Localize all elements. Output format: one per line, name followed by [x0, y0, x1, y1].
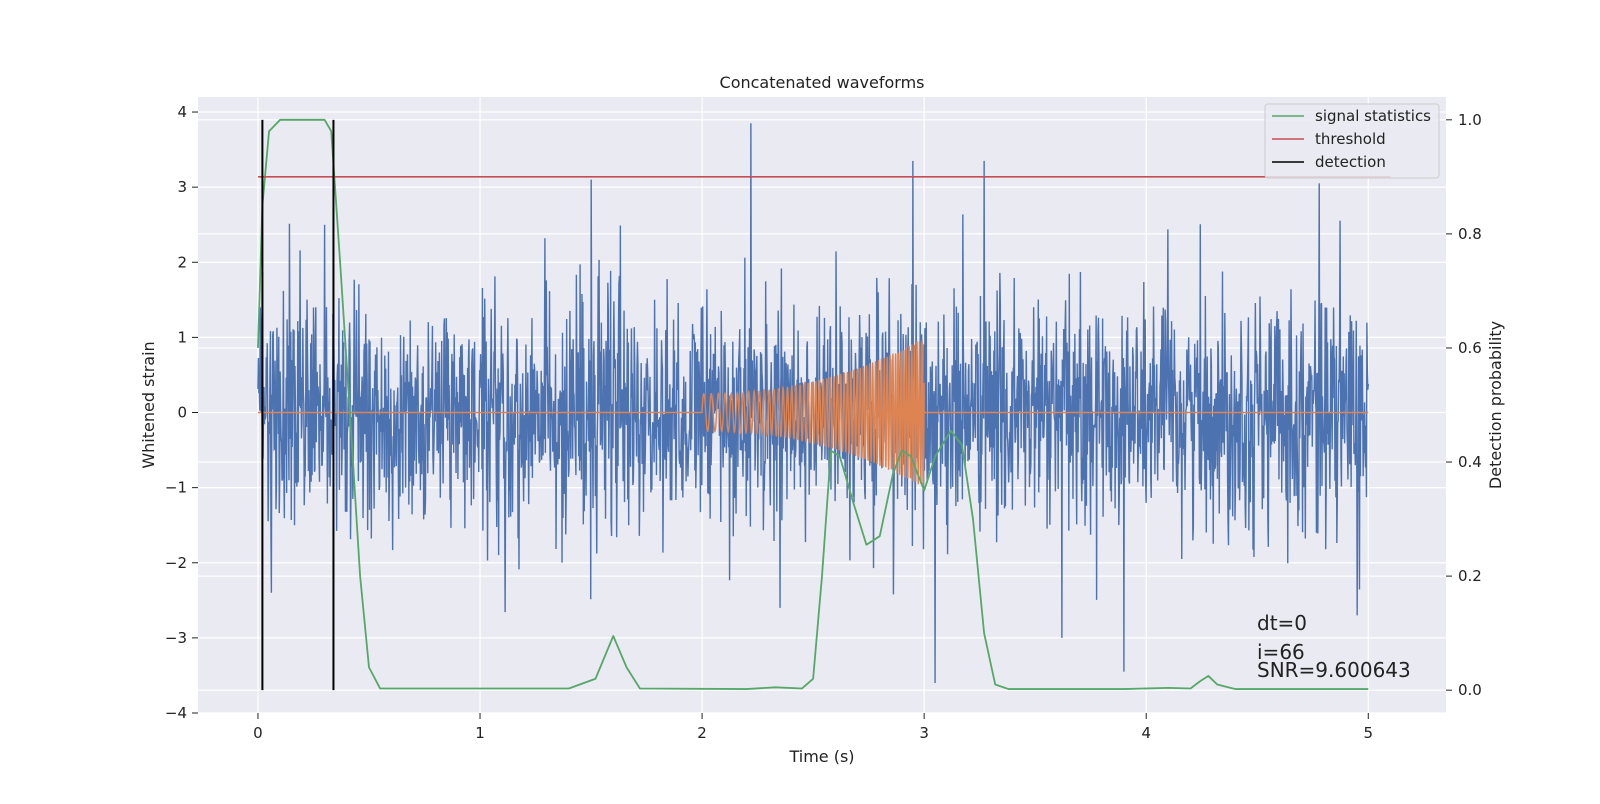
x-tick-label: 5 — [1364, 724, 1374, 742]
legend-label-detection: detection — [1315, 153, 1386, 171]
legend: signal statistics threshold detection — [1264, 103, 1440, 179]
legend-box — [1264, 103, 1440, 179]
y-left-tick-label: −4 — [165, 704, 187, 722]
y-right-tick-label: 0.4 — [1458, 453, 1482, 471]
chirp-injection-line — [257, 340, 1369, 487]
statistics-series-group — [257, 118, 1391, 691]
y-axis-label-left: Whitened strain — [139, 341, 158, 468]
annotation-dt: dt=0 — [1257, 611, 1307, 635]
y-right-tick-label: 0.0 — [1458, 681, 1482, 699]
signal-statistics-line — [257, 118, 1369, 690]
legend-label-threshold: threshold — [1315, 130, 1386, 148]
ticks: 0 1 2 3 4 5 −4 −3 −2 −1 0 1 2 3 4 0.0 0.2 0.4 0.6 0.8 1.0 — [165, 103, 1482, 742]
y-left-tick-label: 4 — [177, 103, 187, 121]
y-left-tick-label: −2 — [165, 554, 187, 572]
y-left-tick-label: −1 — [165, 479, 187, 497]
legend-label-signal-statistics: signal statistics — [1315, 107, 1431, 125]
y-left-tick-label: 0 — [177, 404, 187, 422]
annotation-snr: SNR=9.600643 — [1257, 658, 1411, 682]
chart-title: Concatenated waveforms — [720, 73, 925, 92]
x-tick-label: 4 — [1141, 724, 1151, 742]
y-left-tick-label: −3 — [165, 629, 187, 647]
y-left-tick-label: 2 — [177, 253, 187, 271]
y-right-tick-label: 0.2 — [1458, 567, 1482, 585]
x-tick-label: 1 — [475, 724, 485, 742]
y-left-tick-label: 1 — [177, 328, 187, 346]
x-tick-label: 3 — [919, 724, 929, 742]
y-right-tick-label: 0.8 — [1458, 225, 1482, 243]
y-right-tick-label: 0.6 — [1458, 339, 1482, 357]
y-right-tick-label: 1.0 — [1458, 111, 1482, 129]
y-left-tick-label: 3 — [177, 178, 187, 196]
annotation-i: i=66 — [1257, 640, 1305, 664]
strain-series-group — [257, 123, 1369, 683]
y-axis-label-right: Detection probability — [1486, 321, 1505, 489]
x-tick-label: 2 — [697, 724, 707, 742]
x-axis-label: Time (s) — [788, 747, 854, 766]
x-tick-label: 0 — [253, 724, 263, 742]
